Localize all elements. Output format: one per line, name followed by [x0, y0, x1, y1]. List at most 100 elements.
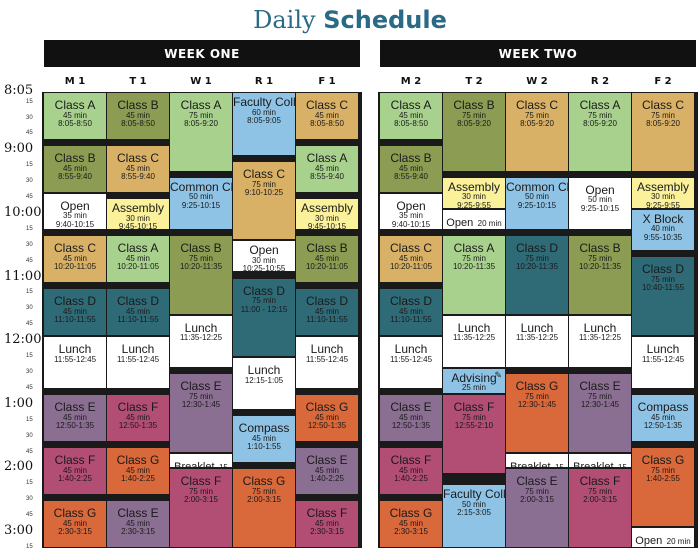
schedule-block-class-d[interactable]: Class D 75 min 10:20-11:35 [506, 236, 568, 314]
week-two-header: WEEK TWO [380, 40, 696, 67]
schedule-block-class-d[interactable]: Class D 75 min 10:40-11:55 [632, 257, 694, 335]
block-time: 8:05-9:20 [457, 118, 491, 128]
schedule-block-lunch[interactable]: Lunch 11:55-12:45 [107, 336, 169, 388]
schedule-block-class-e[interactable]: Class E 45 min 2:30-3:15 [107, 501, 169, 547]
block-time: 8:55-9:40 [310, 172, 344, 181]
schedule-block-class-a[interactable]: Class A 75 min 8:05-9:20 [170, 93, 232, 171]
schedule-block-class-g[interactable]: Class G 75 min 1:40-2:55 [632, 448, 694, 526]
schedule-block-breaklet[interactable]: Breaklet 15 [506, 453, 568, 468]
schedule-block-lunch[interactable]: Lunch 11:55-12:45 [44, 336, 106, 388]
block-duration: 30 min [251, 256, 276, 266]
schedule-block-class-d[interactable]: Class D 45 min 11:10-11:55 [44, 289, 106, 335]
block-time: 8:05-8:50 [121, 118, 155, 128]
block-duration: 75 min [461, 253, 486, 263]
schedule-block-compass[interactable]: Compass 45 min 12:50-1:35 [632, 395, 694, 441]
schedule-block-class-a[interactable]: Class A 45 min 8:55-9:40 [296, 146, 358, 192]
schedule-block-class-c[interactable]: Class C 75 min 8:05-9:20 [632, 93, 694, 171]
schedule-block-class-g[interactable]: Class G 75 min 2:00-3:15 [233, 469, 295, 547]
block-duration: 45 min [62, 518, 87, 528]
schedule-block-open[interactable]: Open 35 min 9:40-10:15 [380, 193, 442, 229]
schedule-block-class-a[interactable]: Class A 45 min 8:05-8:50 [380, 93, 442, 139]
schedule-block-open[interactable]: Open 50 min 9:25-10:15 [569, 177, 631, 229]
schedule-block-compass[interactable]: Compass 45 min 1:10-1:55 [233, 416, 295, 463]
edit-icon[interactable]: ✎ [494, 369, 502, 380]
schedule-block-class-d[interactable]: Class D 75 min 11:00 - 12:15 [233, 278, 295, 357]
schedule-block-advising[interactable]: Advising 25 min ✎ [443, 368, 505, 394]
schedule-block-class-e[interactable]: Class E 45 min 12:50-1:35 [380, 395, 442, 441]
quarter-tick: 15 [26, 98, 33, 105]
schedule-block-lunch[interactable]: Lunch 11:35-12:25 [170, 315, 232, 367]
schedule-block-x-block[interactable]: X Block 40 min 9:55-10:35 [632, 209, 694, 251]
schedule-block-class-c[interactable]: Class C 45 min 8:05-8:50 [296, 93, 358, 139]
schedule-block-class-b[interactable]: Class B 45 min 8:55-9:40 [44, 146, 106, 192]
schedule-block-class-g[interactable]: Class G 45 min 2:30-3:15 [44, 501, 106, 547]
block-duration: 45 min [125, 465, 150, 475]
schedule-block-class-e[interactable]: Class E 75 min 2:00-3:15 [506, 469, 568, 547]
schedule-block-class-a[interactable]: Class A 45 min 10:20-11:05 [107, 236, 169, 282]
schedule-block-breaklet[interactable]: Breaklet 15 [170, 453, 232, 468]
schedule-block-class-c[interactable]: Class C 75 min 9:10-10:25 [233, 161, 295, 240]
schedule-block-class-f[interactable]: Class F 45 min 2:30-3:15 [296, 501, 358, 547]
schedule-block-class-f[interactable]: Class F 75 min 2:00-3:15 [170, 469, 232, 547]
schedule-block-lunch[interactable]: Lunch 11:35-12:25 [506, 315, 568, 367]
schedule-block-lunch[interactable]: Lunch 11:55-12:45 [296, 336, 358, 388]
schedule-block-class-c[interactable]: Class C 45 min 8:55-9:40 [107, 146, 169, 192]
schedule-block-class-b[interactable]: Class B 45 min 8:55-9:40 [380, 146, 442, 192]
schedule-block-class-b[interactable]: Class B 75 min 10:20-11:35 [569, 236, 631, 314]
schedule-block-class-g[interactable]: Class G 75 min 12:30-1:45 [506, 374, 568, 452]
schedule-block-class-e[interactable]: Class E 45 min 12:50-1:35 [44, 395, 106, 441]
schedule-block-lunch[interactable]: Lunch 11:55-12:45 [380, 336, 442, 388]
schedule-block-class-d[interactable]: Class D 45 min 11:10-11:55 [296, 289, 358, 335]
schedule-block-breaklet[interactable]: Breaklet 15 [569, 453, 631, 468]
schedule-block-assembly[interactable]: Assembly 30 min 9:25-9:55 [632, 177, 694, 208]
schedule-block-class-f[interactable]: Class F 75 min 2:00-3:15 [569, 469, 631, 547]
schedule-block-assembly[interactable]: Assembly 30 min 9:45-10:15 [107, 199, 169, 229]
schedule-block-class-b[interactable]: Class B 45 min 8:05-8:50 [107, 93, 169, 139]
block-time: 10:20-11:35 [179, 262, 223, 272]
schedule-block-class-f[interactable]: Class F 45 min 12:50-1:35 [107, 395, 169, 441]
schedule-block-assembly[interactable]: Assembly 30 min 9:25-9:55 [443, 177, 505, 208]
schedule-block-class-f[interactable]: Class F 45 min 1:40-2:25 [380, 448, 442, 494]
block-time: 11:35-12:25 [515, 333, 559, 343]
schedule-block-class-a[interactable]: Class A 75 min 10:20-11:35 [443, 236, 505, 314]
schedule-block-class-g[interactable]: Class G 45 min 2:30-3:15 [380, 501, 442, 547]
schedule-block-class-g[interactable]: Class G 45 min 12:50-1:35 [296, 395, 358, 441]
schedule-block-class-a[interactable]: Class A 45 min 8:05-8:50 [44, 93, 106, 139]
schedule-block-open[interactable]: Open 35 min 9:40-10:15 [44, 193, 106, 229]
block-time: 11:55-12:45 [116, 354, 160, 364]
schedule-block-lunch[interactable]: Lunch 11:55-12:45 [632, 336, 694, 388]
block-name: Class C [242, 166, 285, 181]
schedule-block-class-f[interactable]: Class F 75 min 12:55-2:10 [443, 395, 505, 473]
schedule-block-class-d[interactable]: Class D 45 min 11:10-11:55 [380, 289, 442, 335]
schedule-block-class-f[interactable]: Class F 45 min 1:40-2:25 [44, 448, 106, 494]
block-duration: 35 min [62, 211, 87, 221]
schedule-block-lunch[interactable]: Lunch 11:35-12:25 [443, 315, 505, 367]
schedule-block-class-e[interactable]: Class E 75 min 12:30-1:45 [170, 374, 232, 452]
block-time: 1:10-1:55 [247, 442, 281, 452]
schedule-block-class-c[interactable]: Class C 75 min 8:05-9:20 [506, 93, 568, 171]
block-time: 10:20-11:35 [452, 262, 496, 272]
schedule-block-open[interactable]: Open 30 min 10:25-10:55 [233, 241, 295, 272]
schedule-block-class-b[interactable]: Class B 45 min 10:20-11:05 [296, 236, 358, 282]
schedule-block-class-c[interactable]: Class C 45 min 10:20-11:05 [380, 236, 442, 282]
schedule-block-class-g[interactable]: Class G 45 min 1:40-2:25 [107, 448, 169, 494]
schedule-block-class-d[interactable]: Class D 45 min 11:10-11:55 [107, 289, 169, 335]
schedule-block-class-e[interactable]: Class E 45 min 1:40-2:25 [296, 448, 358, 494]
schedule-block-class-e[interactable]: Class E 75 min 12:30-1:45 [569, 374, 631, 452]
schedule-block-assembly[interactable]: Assembly 30 min 9:45-10:15 [296, 199, 358, 229]
schedule-block-class-a[interactable]: Class A 75 min 8:05-9:20 [569, 93, 631, 171]
block-duration: 50 min [587, 195, 612, 205]
schedule-block-class-b[interactable]: Class B 75 min 8:05-9:20 [443, 93, 505, 171]
schedule-block-lunch[interactable]: Lunch 11:35-12:25 [569, 315, 631, 367]
schedule-block-class-c[interactable]: Class C 45 min 10:20-11:05 [44, 236, 106, 282]
schedule-block-lunch[interactable]: Lunch 12:15-1:05 [233, 358, 295, 410]
block-name: Class G [116, 453, 160, 468]
schedule-block-class-b[interactable]: Class B 75 min 10:20-11:35 [170, 236, 232, 314]
block-name: Assembly [447, 179, 500, 194]
